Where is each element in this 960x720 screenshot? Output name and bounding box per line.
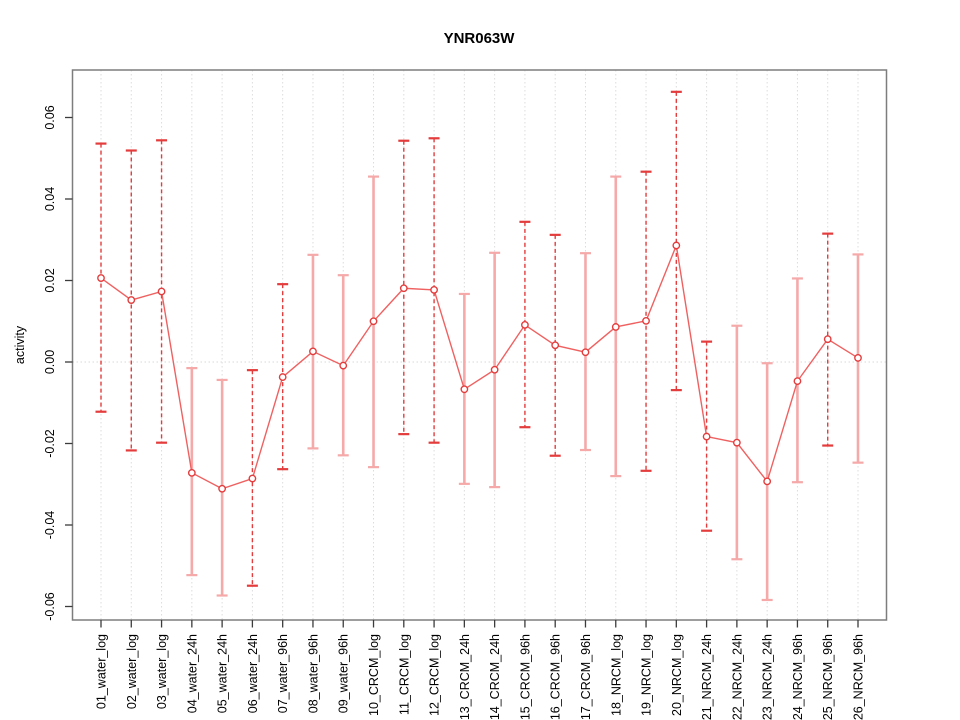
x-tick-label: 12_CRCM_log (428, 634, 442, 716)
data-point-marker (218, 484, 227, 493)
x-tick-label: 05_water_24h (216, 634, 230, 713)
chart-title: YNR063W (443, 30, 515, 47)
y-tick-label: -0.04 (43, 511, 57, 540)
y-tick-label: 0.06 (43, 105, 57, 129)
x-tick-label: 08_water_96h (306, 634, 320, 713)
data-point-marker (732, 438, 741, 447)
x-tick-label: 19_NRCM_log (640, 634, 654, 716)
data-point-marker (187, 468, 196, 477)
data-point-marker (248, 474, 257, 483)
data-point-marker (157, 287, 166, 296)
data-point-marker (399, 284, 408, 293)
y-tick-label: 0.02 (43, 268, 57, 292)
data-point-marker (339, 361, 348, 370)
data-point-marker (581, 348, 590, 357)
x-tick-label: 18_NRCM_log (609, 634, 623, 716)
x-tick-label: 09_water_96h (337, 634, 351, 713)
x-tick-label: 20_NRCM_log (670, 634, 684, 716)
data-point-marker (278, 373, 287, 381)
y-tick-label: 0.04 (43, 187, 57, 211)
x-tick-label: 02_water_log (125, 634, 139, 709)
x-tick-label: 07_water_96h (276, 634, 290, 713)
y-tick-label: -0.02 (43, 429, 57, 458)
data-point-marker (611, 323, 620, 331)
plot-border (71, 69, 888, 621)
y-axis-label: activity (13, 325, 27, 364)
data-point-marker (97, 274, 105, 282)
x-tick-label: 17_CRCM_96h (579, 634, 593, 720)
x-tick-label: 13_CRCM_24h (458, 634, 472, 720)
data-point-marker (642, 316, 650, 325)
y-tick-label: -0.06 (43, 592, 57, 621)
y-tick-label: 0.00 (43, 350, 57, 374)
data-point-marker (369, 317, 378, 326)
data-point-marker (127, 296, 136, 304)
x-tick-label: 16_CRCM_96h (549, 634, 563, 720)
data-point-marker (793, 377, 802, 386)
x-tick-label: 22_NRCM_24h (730, 634, 744, 720)
data-point-marker (672, 241, 681, 250)
x-tick-label: 23_NRCM_24h (761, 634, 775, 720)
x-tick-label: 15_CRCM_96h (518, 634, 532, 720)
x-tick-label: 26_NRCM_96h (852, 634, 866, 720)
x-tick-label: 03_water_log (155, 634, 169, 709)
data-point-marker (551, 341, 560, 350)
series-line (100, 242, 859, 490)
x-tick-label: 06_water_24h (246, 634, 260, 713)
x-tick-label: 24_NRCM_96h (791, 634, 805, 720)
data-point-marker (430, 285, 438, 294)
data-point-marker (854, 354, 862, 362)
data-point-marker (490, 365, 499, 374)
data-point-marker (460, 385, 469, 394)
x-tick-label: 25_NRCM_96h (821, 634, 835, 720)
data-point-marker (309, 347, 317, 356)
x-tick-label: 14_CRCM_24h (488, 634, 502, 720)
x-tick-label: 04_water_24h (185, 634, 199, 713)
x-tick-label: 10_CRCM_log (367, 634, 381, 716)
data-point-marker (763, 477, 772, 486)
x-tick-label: 21_NRCM_24h (700, 634, 714, 720)
data-point-marker (702, 432, 711, 441)
data-point-marker (521, 321, 529, 329)
x-tick-label: 01_water_log (95, 634, 109, 709)
x-tick-label: 11_CRCM_log (397, 634, 411, 715)
data-point-marker (823, 335, 832, 344)
